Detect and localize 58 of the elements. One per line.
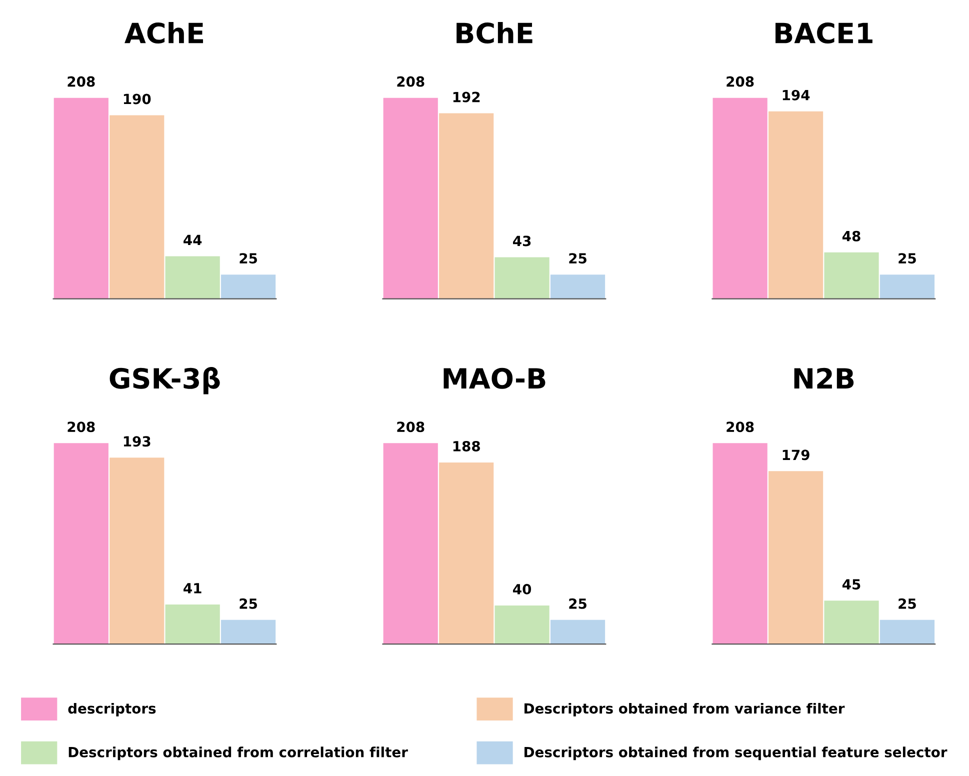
bar	[712, 443, 768, 644]
bar	[494, 605, 550, 644]
data-label: 208	[68, 422, 95, 432]
data-label: 192	[453, 92, 480, 102]
data-label: 41	[184, 583, 202, 594]
chart-title: AChE	[124, 22, 204, 44]
bar	[110, 458, 164, 644]
bar	[54, 98, 108, 299]
data-label: 179	[782, 450, 810, 460]
legend-label: descriptors	[68, 702, 156, 716]
data-label: 194	[782, 90, 810, 100]
bar	[768, 111, 824, 299]
bar	[165, 256, 220, 299]
data-label: 43	[513, 236, 531, 246]
bar	[494, 257, 550, 299]
data-label: 25	[569, 598, 586, 609]
bar	[110, 115, 164, 299]
legend-label: Descriptors obtained from sequential feature selector	[524, 746, 948, 760]
bar	[439, 113, 494, 299]
chart-title: GSK-3β	[110, 367, 220, 394]
bar	[550, 274, 606, 299]
bar	[439, 462, 494, 644]
data-label: 40	[513, 584, 532, 594]
data-label: 25	[898, 253, 916, 264]
bar	[165, 604, 220, 644]
data-label: 48	[842, 230, 860, 242]
bar	[221, 274, 276, 299]
chart-title: BACE1	[776, 22, 872, 44]
data-label: 25	[569, 253, 586, 264]
data-label: 190	[124, 94, 151, 104]
bar	[383, 443, 438, 644]
data-label: 25	[240, 598, 257, 609]
data-label: 25	[240, 253, 257, 264]
bar	[880, 274, 935, 299]
data-label: 208	[68, 76, 95, 87]
data-label: 208	[726, 76, 754, 87]
chart-title: BChE	[456, 22, 532, 44]
bar	[383, 98, 438, 299]
bar	[824, 252, 879, 299]
data-label: 193	[124, 436, 150, 447]
data-label: 208	[397, 422, 424, 432]
chart-title: N2B	[794, 368, 854, 388]
data-label: 25	[898, 598, 916, 609]
bar	[550, 620, 606, 644]
bar	[221, 620, 276, 644]
data-label: 208	[397, 76, 424, 87]
data-label: 44	[184, 234, 202, 246]
bar	[712, 98, 768, 299]
bar	[768, 471, 824, 644]
data-label: 45	[842, 579, 860, 590]
legend-label: Descriptors obtained from variance filter	[524, 702, 845, 716]
chart-title: MAO-B	[444, 368, 546, 389]
data-label: 208	[726, 422, 754, 432]
data-label: 188	[453, 440, 480, 452]
bar	[824, 600, 879, 644]
bar	[54, 443, 108, 644]
bar	[880, 620, 935, 644]
legend-label: Descriptors obtained from correlation filter	[68, 746, 408, 760]
